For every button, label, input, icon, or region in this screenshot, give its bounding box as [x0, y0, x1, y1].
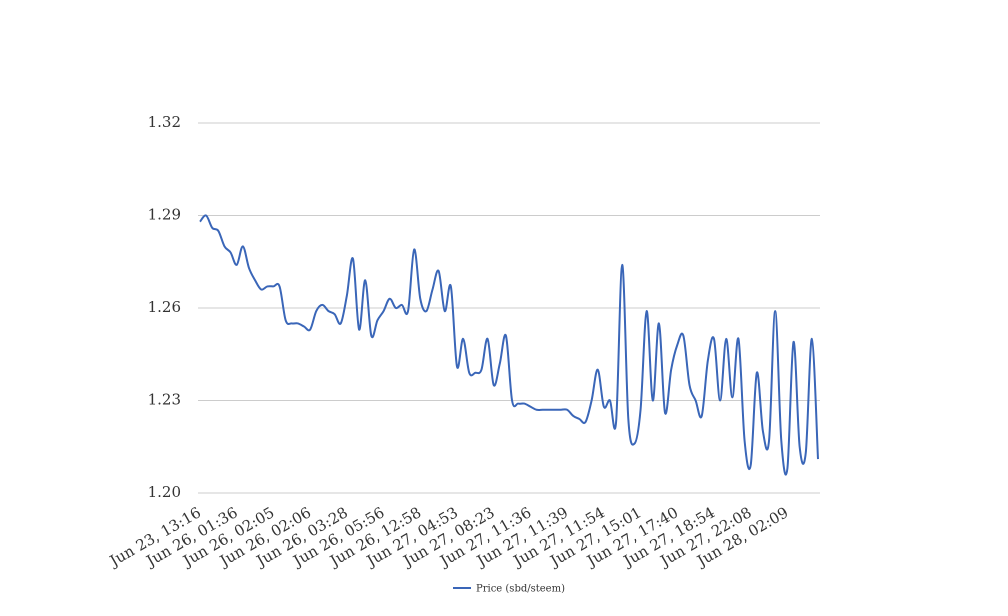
y-tick-label: 1.23	[148, 391, 181, 409]
legend-label: Price (sbd/steem)	[476, 584, 565, 595]
y-tick-label: 1.29	[148, 206, 181, 224]
y-tick-label: 1.20	[148, 483, 181, 501]
y-tick-label: 1.32	[148, 113, 181, 131]
y-tick-label: 1.26	[148, 298, 181, 316]
price-line	[199, 214, 819, 476]
